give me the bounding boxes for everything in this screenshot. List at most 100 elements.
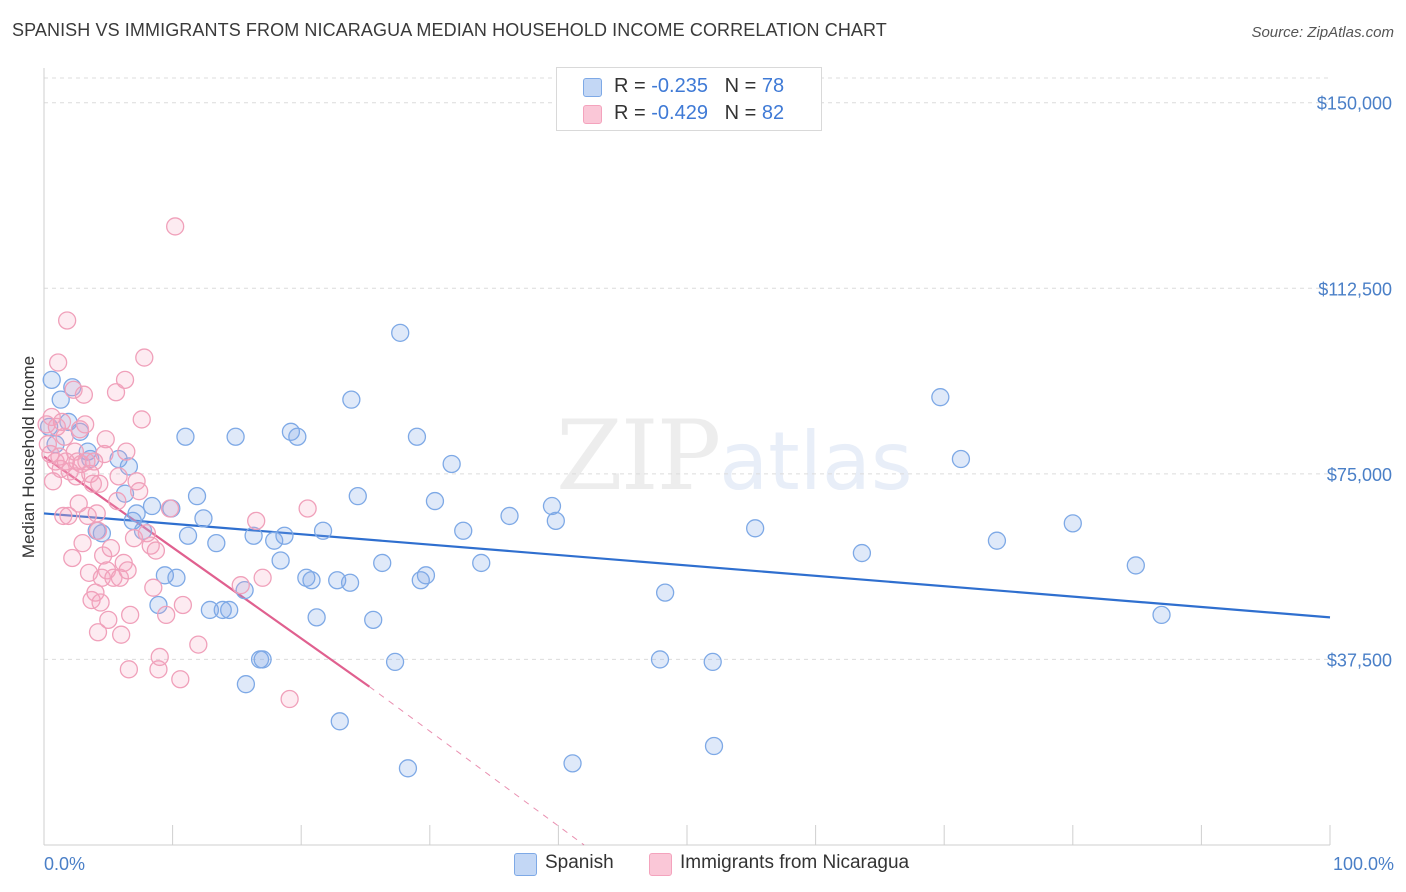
point-nicaragua xyxy=(141,536,160,555)
source-label: Source: ZipAtlas.com xyxy=(1251,24,1394,41)
series-label-nicaragua: Immigrants from Nicaragua xyxy=(680,852,910,873)
legend-r-nicaragua: -0.429 xyxy=(651,102,708,124)
point-nicaragua xyxy=(95,444,114,464)
point-spanish xyxy=(313,521,333,540)
point-nicaragua xyxy=(144,578,163,597)
point-spanish xyxy=(951,449,971,469)
point-nicaragua xyxy=(83,474,103,493)
point-nicaragua xyxy=(73,533,92,553)
point-nicaragua xyxy=(101,538,121,558)
point-nicaragua xyxy=(90,474,109,493)
point-spanish xyxy=(1126,556,1145,575)
chart-title: SPANISH VS IMMIGRANTS FROM NICARAGUA MED… xyxy=(12,20,887,40)
legend-n-spanish: 78 xyxy=(761,75,785,97)
legend-n-nicaragua: 82 xyxy=(761,102,785,124)
point-spanish xyxy=(407,427,427,446)
point-nicaragua xyxy=(52,412,72,432)
point-spanish xyxy=(373,553,392,573)
y-tick-label: $75,000 xyxy=(1327,465,1392,485)
point-spanish xyxy=(398,759,418,778)
point-nicaragua xyxy=(70,420,90,439)
point-spanish xyxy=(542,496,562,516)
point-nicaragua xyxy=(119,660,139,679)
point-spanish xyxy=(244,526,263,545)
x-tick-label: 100.0% xyxy=(1333,854,1394,874)
point-spanish xyxy=(655,583,675,602)
point-spanish xyxy=(127,504,146,523)
point-spanish xyxy=(703,652,722,672)
point-spanish xyxy=(411,571,430,590)
legend-n-label: N = xyxy=(724,75,757,97)
point-nicaragua xyxy=(231,576,250,595)
trend-line-nicaragua xyxy=(43,455,370,688)
point-spanish xyxy=(931,388,950,407)
point-spanish xyxy=(472,553,491,573)
point-nicaragua xyxy=(88,623,108,642)
point-nicaragua xyxy=(57,311,77,330)
point-nicaragua xyxy=(253,568,272,587)
point-spanish xyxy=(302,571,321,590)
point-spanish xyxy=(307,608,326,627)
trend-line-nicaragua-extension xyxy=(369,686,585,846)
point-nicaragua xyxy=(115,370,135,390)
legend-r-spanish: -0.235 xyxy=(651,75,708,97)
point-nicaragua xyxy=(146,541,166,560)
point-spanish xyxy=(51,390,70,409)
y-tick-label: $150,000 xyxy=(1317,94,1392,114)
point-spanish xyxy=(454,521,473,540)
point-nicaragua xyxy=(91,593,110,612)
point-spanish xyxy=(563,754,582,773)
point-nicaragua xyxy=(96,430,115,449)
point-spanish xyxy=(155,566,175,585)
point-nicaragua xyxy=(110,568,130,587)
point-spanish xyxy=(167,568,186,587)
point-nicaragua xyxy=(54,506,73,526)
y-axis-title: Median Household Income xyxy=(19,356,38,558)
point-nicaragua xyxy=(118,561,137,580)
point-nicaragua xyxy=(69,494,88,513)
point-spanish xyxy=(142,496,162,516)
axes xyxy=(43,68,1331,846)
point-spanish xyxy=(364,610,383,629)
legend-r-label: R = xyxy=(614,75,646,97)
point-nicaragua xyxy=(112,625,131,644)
point-spanish xyxy=(546,511,565,531)
point-nicaragua xyxy=(55,427,74,446)
point-spanish xyxy=(149,595,168,615)
point-nicaragua xyxy=(63,548,82,568)
point-nicaragua xyxy=(166,217,185,236)
axis-labels: $37,500 $75,000 $112,500 $150,000 0.0% 100.0%… xyxy=(19,94,1394,874)
point-spanish xyxy=(500,506,519,526)
point-nicaragua xyxy=(117,442,136,461)
point-spanish xyxy=(330,712,349,731)
point-spanish xyxy=(385,652,405,672)
point-spanish xyxy=(194,509,213,528)
point-nicaragua xyxy=(173,595,193,615)
watermark-zip: ZIP xyxy=(556,400,721,512)
point-spanish xyxy=(987,531,1007,550)
point-spanish xyxy=(115,484,135,503)
trend-line-spanish xyxy=(43,512,1331,619)
point-spanish xyxy=(852,543,872,563)
data-points xyxy=(37,217,1171,778)
point-nicaragua xyxy=(135,348,154,367)
legend-r-label: R = xyxy=(614,102,646,124)
point-spanish xyxy=(207,533,226,553)
point-nicaragua xyxy=(171,670,190,689)
point-nicaragua xyxy=(130,482,149,501)
point-nicaragua xyxy=(132,410,151,429)
point-spanish xyxy=(220,600,239,620)
point-spanish xyxy=(253,650,272,669)
point-nicaragua xyxy=(121,605,140,625)
point-nicaragua xyxy=(48,353,68,372)
point-nicaragua xyxy=(59,506,78,526)
point-spanish xyxy=(213,600,232,620)
point-spanish xyxy=(442,454,461,474)
point-nicaragua xyxy=(150,647,169,667)
point-nicaragua xyxy=(280,689,299,709)
point-spanish xyxy=(42,370,61,390)
point-spanish xyxy=(288,427,307,446)
point-spanish xyxy=(176,427,195,446)
point-nicaragua xyxy=(88,521,108,540)
point-spanish xyxy=(236,675,256,694)
